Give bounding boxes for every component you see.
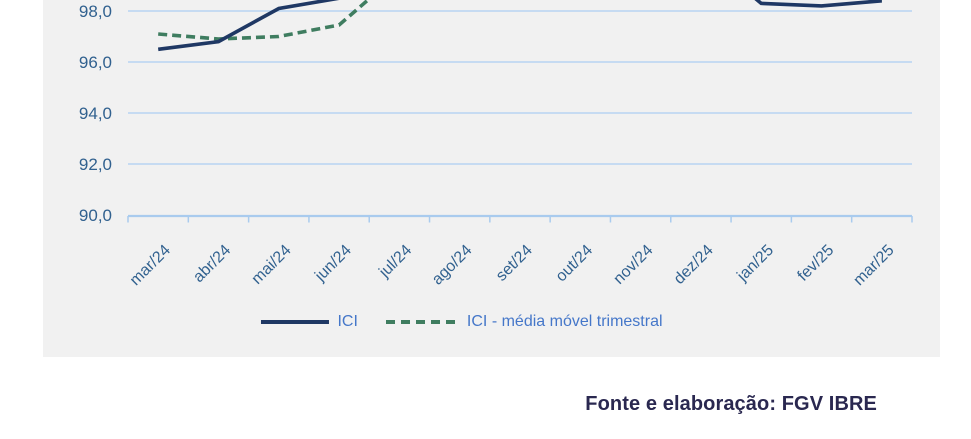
- chart-plot-area: 98,0 96,0 94,0 92,0 90,0 mar/24 abr/24 mai/24 ju…: [79, 0, 913, 289]
- x-axis-tick-label: mai/24: [249, 242, 295, 288]
- x-axis-tick-label: out/24: [553, 242, 597, 286]
- y-axis-tick-label: 90,0: [79, 206, 112, 225]
- legend-label-ici: ICI: [337, 313, 358, 330]
- x-axis-tick-label: set/24: [493, 242, 536, 285]
- source-caption: Fonte e elaboração: FGV IBRE: [585, 393, 877, 415]
- legend-item-moving-average: ICI - média móvel trimestral: [385, 313, 663, 331]
- legend-item-ici: ICI: [260, 313, 358, 331]
- x-axis-tick-label: mar/25: [850, 242, 897, 289]
- x-axis-tick-label: abr/24: [190, 242, 234, 286]
- x-axis-tick-label: jun/24: [311, 242, 355, 286]
- legend-swatch-ici-line: [260, 320, 329, 324]
- legend-swatch-moving-average-line: [385, 320, 458, 324]
- x-axis-tick-label: ago/24: [429, 242, 476, 289]
- x-axis-tick-label: mar/24: [127, 242, 174, 289]
- y-axis-tick-label: 92,0: [79, 155, 112, 174]
- y-axis-tick-label: 98,0: [79, 2, 112, 21]
- ici-line-series: [157, 0, 882, 52]
- chart-legend: ICI ICI - média móvel trimestral: [260, 313, 663, 331]
- ici-moving-average-series: [158, 0, 882, 41]
- y-axis-tick-label: 96,0: [79, 53, 112, 72]
- legend-label-moving-average: ICI - média móvel trimestral: [466, 313, 663, 330]
- x-axis-tick-label: nov/24: [610, 242, 656, 288]
- y-axis-tick-label: 94,0: [79, 104, 112, 123]
- chart-panel: 98,0 96,0 94,0 92,0 90,0 mar/24 abr/24 mai/24 ju…: [43, 0, 940, 357]
- x-axis-tick-label: fev/25: [795, 242, 838, 285]
- x-axis-tick-label: dez/24: [671, 242, 717, 288]
- x-axis-tick-label: jan/25: [734, 242, 778, 286]
- x-axis-tick-label: jul/24: [375, 242, 415, 282]
